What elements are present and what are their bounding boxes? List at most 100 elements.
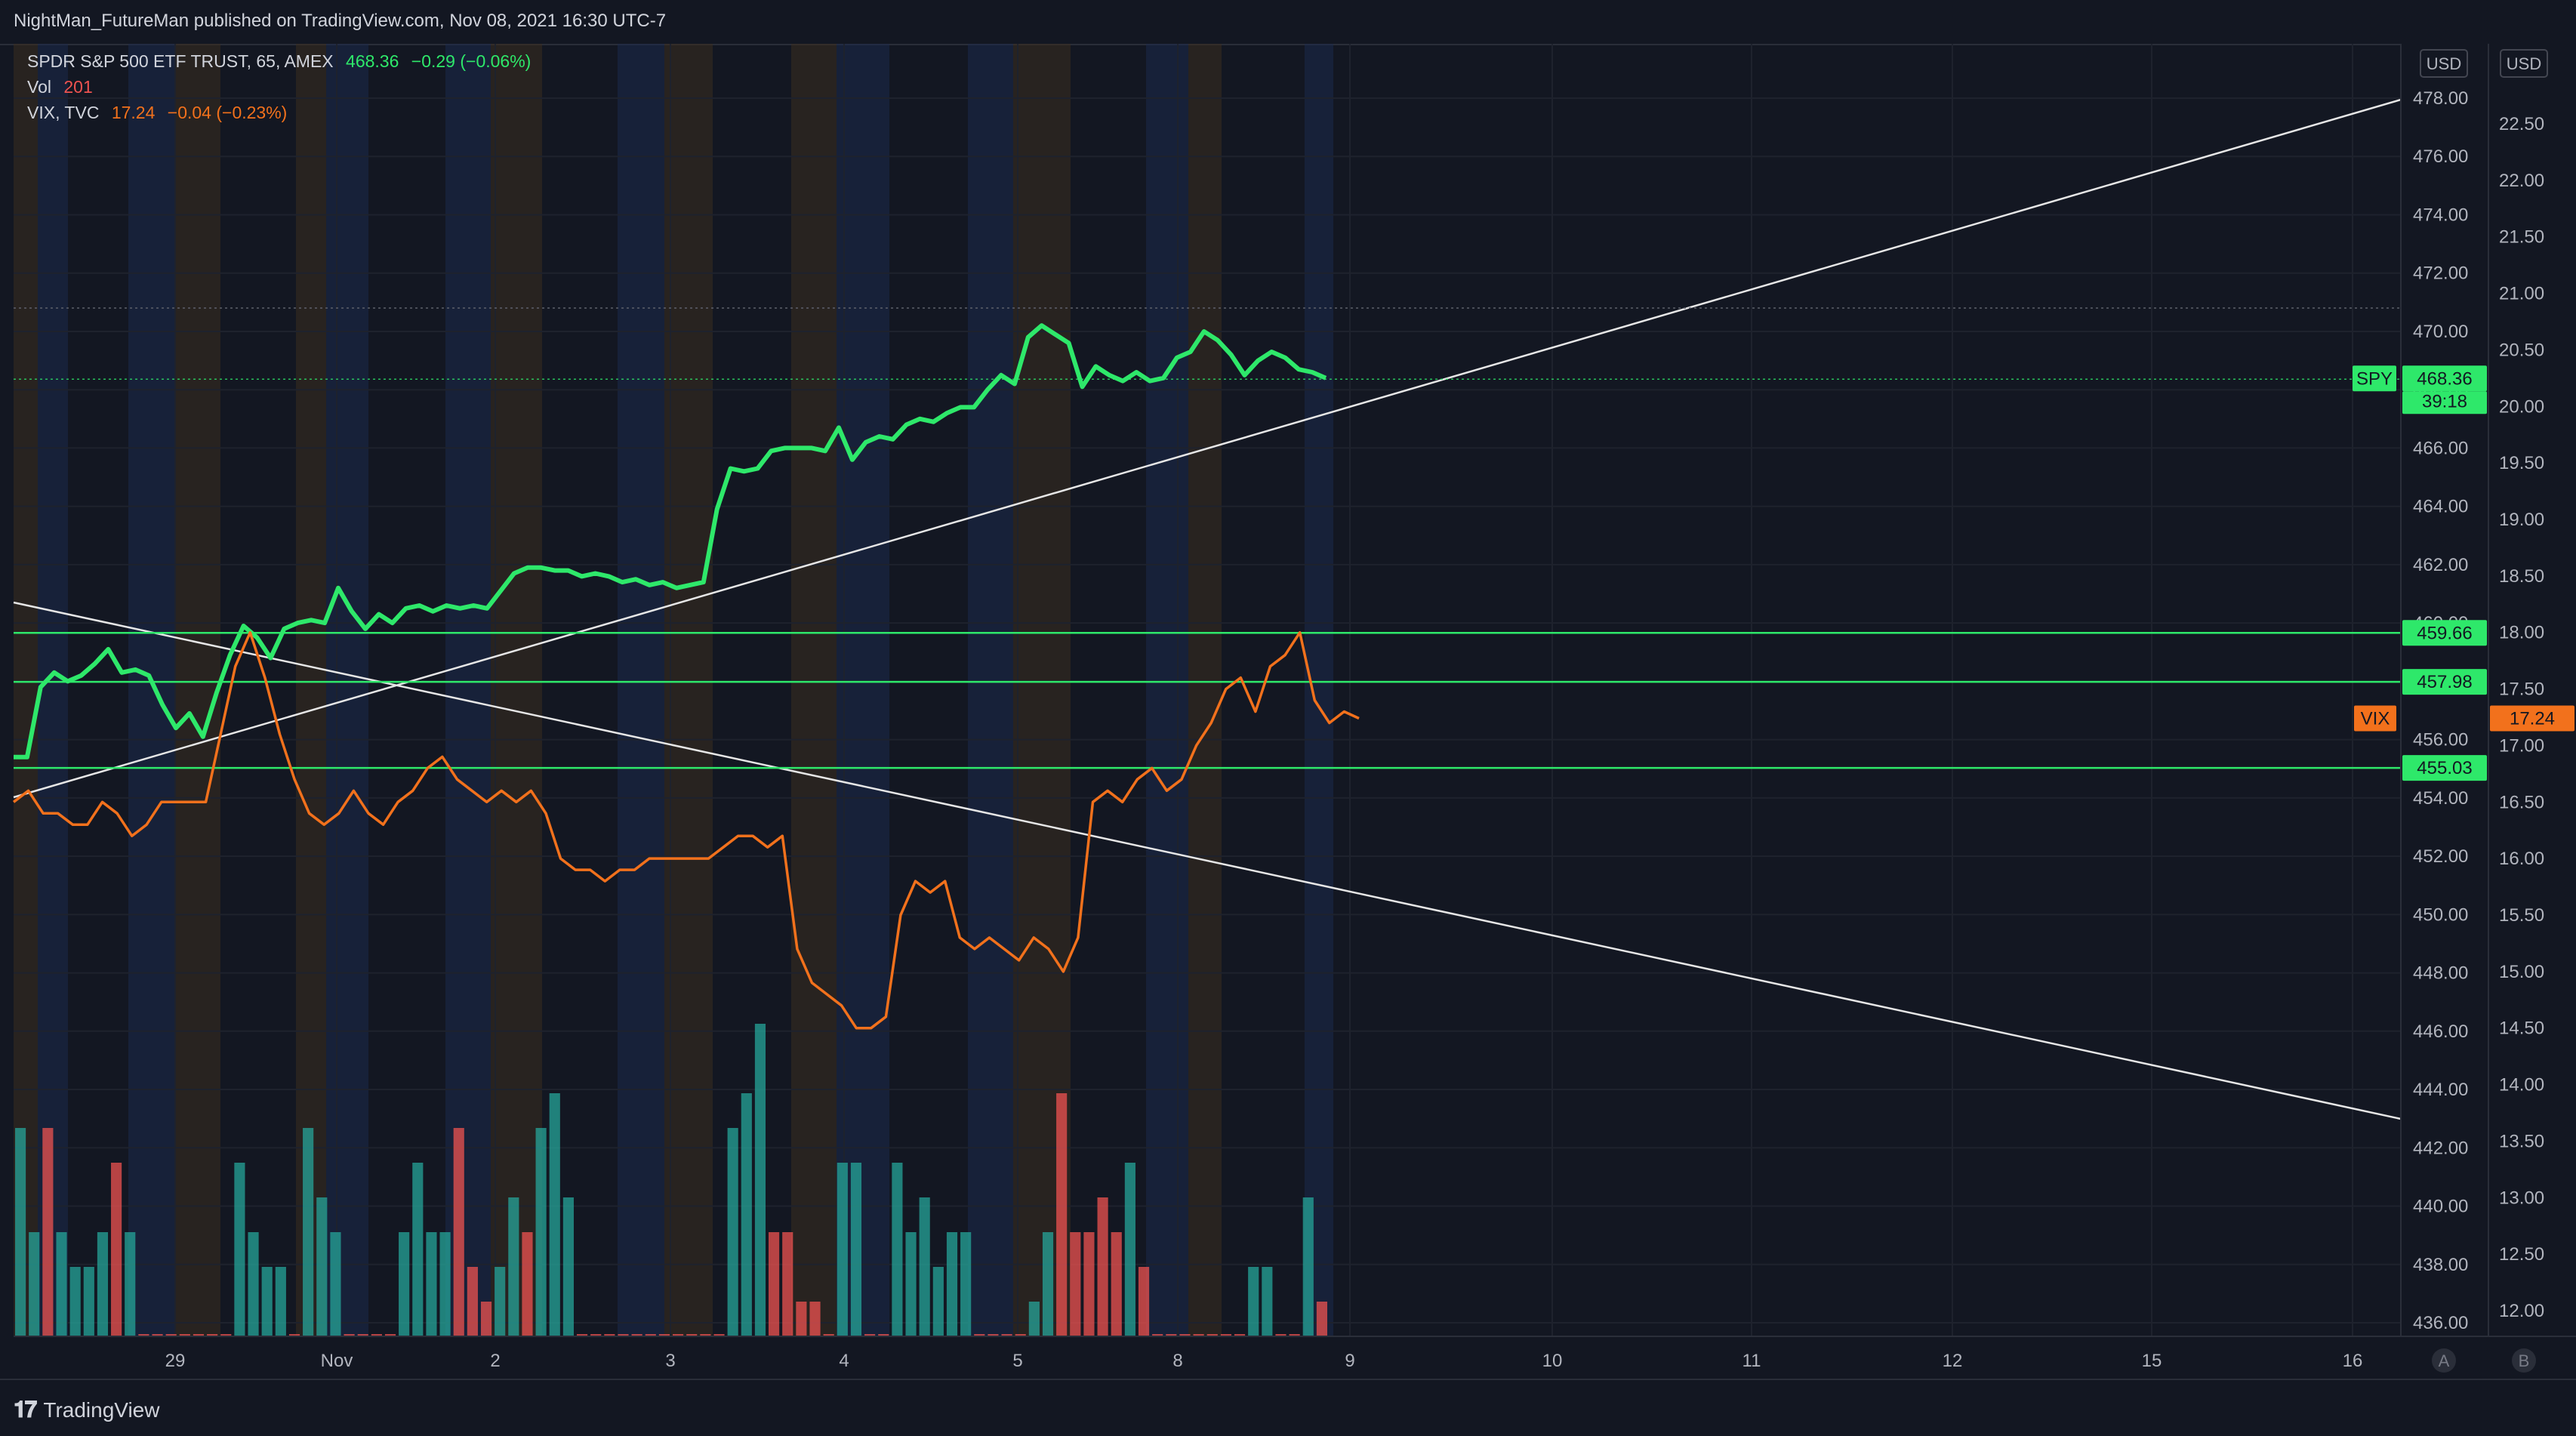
- volume-bar: [220, 1334, 232, 1336]
- volume-bar: [1166, 1334, 1177, 1336]
- vix-tick-label: 21.50: [2499, 227, 2544, 248]
- vix-line[interactable]: [12, 630, 1360, 1030]
- volume-bar: [932, 1267, 944, 1336]
- vix-tick-label: 14.50: [2499, 1018, 2544, 1039]
- volume-bar: [261, 1267, 273, 1336]
- vix-tick-label: 18.00: [2499, 623, 2544, 643]
- axes: [14, 44, 2576, 1392]
- price-tick-label: 472.00: [2413, 263, 2468, 284]
- level-1-tag: 459.66: [2417, 623, 2472, 643]
- price-tick-label: 478.00: [2413, 88, 2468, 109]
- spy-countdown-tag-box: [2402, 391, 2487, 414]
- session-band: [296, 44, 326, 1336]
- volume-bar: [412, 1163, 424, 1336]
- vix-tick-label: 13.50: [2499, 1131, 2544, 1151]
- vix-tick-label: 22.50: [2499, 114, 2544, 134]
- tradingview-logo[interactable]: 𝟏𝟕 TradingView: [14, 1397, 159, 1424]
- price-tick-label: 436.00: [2413, 1313, 2468, 1333]
- volume-bar: [1179, 1334, 1191, 1336]
- session-band: [175, 44, 220, 1336]
- volume-bar: [686, 1334, 698, 1336]
- vix-tag-box: [2354, 705, 2396, 732]
- volume-bar: [1028, 1302, 1040, 1336]
- time-tick-label: Nov: [321, 1351, 353, 1371]
- volume-bar: [1138, 1267, 1150, 1336]
- volume-bar: [97, 1232, 109, 1336]
- volume-bar: [796, 1302, 807, 1336]
- volume-bar: [56, 1232, 67, 1336]
- scale-button-b[interactable]: [2512, 1348, 2536, 1373]
- volume-bar: [618, 1334, 629, 1336]
- vix-tick-label: 16.00: [2499, 849, 2544, 869]
- volume-bar: [344, 1334, 355, 1336]
- volume-bar: [988, 1334, 999, 1336]
- volume-bar: [316, 1197, 328, 1336]
- session-band: [445, 44, 491, 1336]
- price-chart[interactable]: USD USD 478.00 476.00 474.00 472.00 470.00 468.…: [0, 44, 2576, 1392]
- volume-bar: [864, 1334, 876, 1336]
- session-band: [618, 44, 664, 1336]
- volume-bar: [1248, 1267, 1259, 1336]
- volume-bar: [42, 1128, 54, 1336]
- time-tick-label: 15: [2142, 1351, 2162, 1371]
- vix-tick-label: 16.50: [2499, 792, 2544, 812]
- vix-tick-label: 22.00: [2499, 171, 2544, 191]
- vix-tick-label: 15.50: [2499, 905, 2544, 926]
- session-band: [38, 44, 68, 1336]
- legend-vol: Vol 201: [27, 77, 100, 97]
- volume-bar: [919, 1197, 930, 1336]
- volume-bar: [248, 1232, 259, 1336]
- price-tick-label: 470.00: [2413, 322, 2468, 342]
- publish-header: NightMan_FutureMan published on TradingV…: [0, 0, 2576, 45]
- price-tick-label: 452.00: [2413, 846, 2468, 867]
- volume-bar: [713, 1334, 725, 1336]
- volume-bar: [1289, 1334, 1300, 1336]
- volume-bar: [1070, 1232, 1081, 1336]
- time-tick-label: 9: [1345, 1351, 1354, 1371]
- tradingview-brand: TradingView: [43, 1398, 160, 1422]
- time-tick-label: 29: [165, 1351, 186, 1371]
- vix-tick-label: 17.50: [2499, 679, 2544, 700]
- volume-bar: [69, 1267, 81, 1336]
- price-tick-label: 464.00: [2413, 497, 2468, 517]
- volume-bar: [769, 1232, 780, 1336]
- level-3-tag: 455.03: [2417, 758, 2472, 778]
- volume-bar: [29, 1232, 40, 1336]
- volume-bar: [1097, 1197, 1108, 1336]
- volume-bar: [754, 1024, 766, 1336]
- axis-labels: USD USD 478.00 476.00 474.00 472.00 470.00 468.…: [165, 49, 2574, 1373]
- price-series: [12, 323, 1360, 1030]
- legend-vix: VIX, TVC 17.24 −0.04 (−0.23%): [27, 103, 294, 123]
- legend-vix-change: −0.04 (−0.23%): [167, 103, 288, 122]
- level-3-tag-box: [2402, 755, 2487, 781]
- spy-countdown-tag: 39:18: [2422, 391, 2467, 411]
- legend-spy: SPDR S&P 500 ETF TRUST, 65, AMEX 468.36 …: [27, 51, 538, 72]
- volume-bar: [1234, 1334, 1246, 1336]
- volume-bar: [384, 1334, 396, 1336]
- volume-bar: [850, 1163, 862, 1336]
- vix-tick-label: 14.00: [2499, 1075, 2544, 1095]
- volume-bar: [1220, 1334, 1231, 1336]
- trendline-falling[interactable]: [13, 601, 2402, 1120]
- volume-bar: [1206, 1334, 1218, 1336]
- volume-bar: [165, 1334, 177, 1336]
- spy-line[interactable]: [14, 323, 1327, 760]
- volume-bar: [480, 1302, 492, 1336]
- vix-tick-label: 20.00: [2499, 396, 2544, 417]
- scale-button-a[interactable]: [2432, 1348, 2456, 1373]
- price-tick-label: 456.00: [2413, 730, 2468, 750]
- vix-tag: VIX: [2361, 708, 2390, 729]
- volume-bar: [125, 1232, 136, 1336]
- currency-box-right[interactable]: [2500, 49, 2548, 78]
- vix-tick-label: 21.00: [2499, 284, 2544, 304]
- session-band: [837, 44, 889, 1336]
- currency-box-left[interactable]: [2420, 49, 2468, 78]
- session-band: [128, 44, 175, 1336]
- spy-tag: SPY: [2356, 368, 2393, 389]
- time-tick-label: 10: [1542, 1351, 1563, 1371]
- volume-bar: [371, 1334, 382, 1336]
- volume-bar: [288, 1334, 300, 1336]
- volume-bar: [645, 1334, 656, 1336]
- volume-bar: [1015, 1334, 1026, 1336]
- vix-price-tag: 17.24: [2510, 708, 2555, 729]
